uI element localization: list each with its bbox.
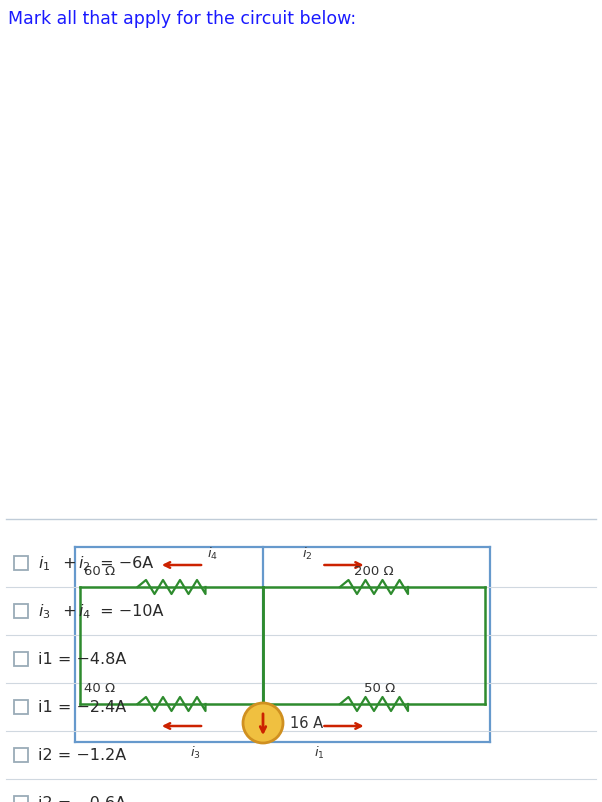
Text: 200 Ω: 200 Ω <box>354 565 394 577</box>
Text: Mark all that apply for the circuit below:: Mark all that apply for the circuit belo… <box>8 10 356 28</box>
Text: $i_2$: $i_2$ <box>78 554 90 573</box>
Bar <box>14 796 28 802</box>
Circle shape <box>243 703 283 743</box>
Text: $i_3$: $i_3$ <box>38 602 51 621</box>
Text: = −10A: = −10A <box>95 604 164 618</box>
Text: i2 = −0.6A: i2 = −0.6A <box>38 796 126 802</box>
Text: = −6A: = −6A <box>95 556 154 571</box>
Text: +: + <box>58 604 82 618</box>
Text: i2 = −1.2A: i2 = −1.2A <box>38 747 126 763</box>
Text: $i_3$: $i_3$ <box>190 744 200 760</box>
Text: +: + <box>58 556 82 571</box>
Bar <box>14 557 28 570</box>
Text: $i_4$: $i_4$ <box>206 545 217 561</box>
Text: 16 A: 16 A <box>290 715 323 731</box>
Text: $i_4$: $i_4$ <box>78 602 91 621</box>
Text: 50 Ω: 50 Ω <box>364 681 396 695</box>
Text: i1 = −2.4A: i1 = −2.4A <box>38 699 126 715</box>
Text: 60 Ω: 60 Ω <box>84 565 115 577</box>
Text: $i_1$: $i_1$ <box>38 554 51 573</box>
Bar <box>14 700 28 714</box>
Text: $i_1$: $i_1$ <box>314 744 324 760</box>
Bar <box>14 748 28 762</box>
Text: i1 = −4.8A: i1 = −4.8A <box>38 652 126 666</box>
Text: $i_2$: $i_2$ <box>302 545 312 561</box>
Bar <box>14 604 28 618</box>
Text: 40 Ω: 40 Ω <box>84 681 115 695</box>
Bar <box>14 652 28 666</box>
